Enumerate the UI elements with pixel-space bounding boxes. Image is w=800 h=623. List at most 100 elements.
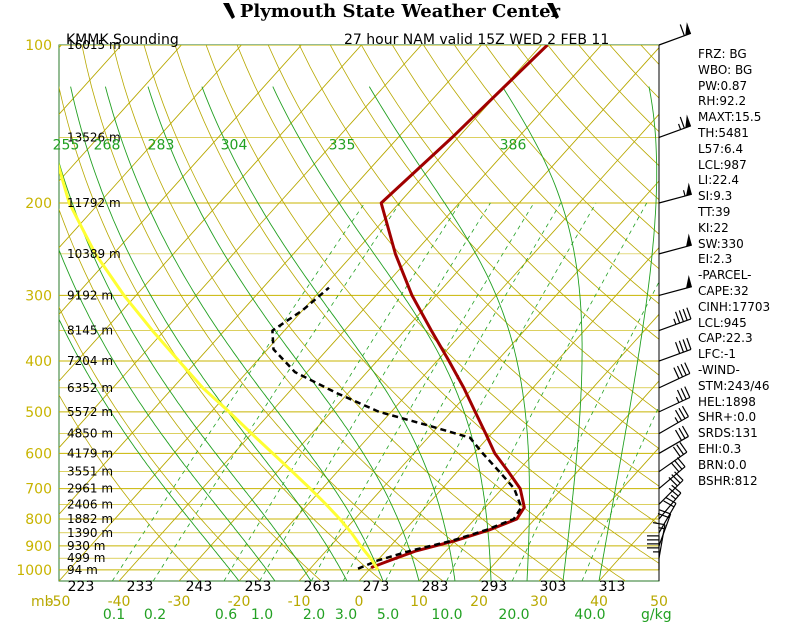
pressure-tick-label: 900	[25, 539, 52, 555]
isotherm-line	[358, 246, 659, 581]
temperature-tick-label: 20	[470, 594, 488, 610]
mixing-ratio-label: 20.0	[498, 607, 529, 623]
isotherm-line	[59, 45, 302, 316]
moist-adiabat-line	[272, 86, 492, 581]
temperature-tick-label: -40	[108, 594, 131, 610]
isotherm-line	[538, 446, 659, 581]
wind-barb	[658, 362, 691, 389]
mixing-ratio-label: 1.0	[251, 607, 273, 623]
pressure-tick-label: 300	[25, 288, 52, 304]
dry-adiabat-line	[361, 45, 659, 376]
isotherm-line	[0, 45, 1, 581]
index-item: EHI:0.3	[698, 441, 742, 456]
dry-adiabat-line	[59, 208, 322, 581]
index-item: SHR+:0.0	[698, 410, 757, 425]
theta-e-label: 268	[94, 137, 121, 153]
mixing-ratio-line	[511, 281, 659, 581]
temperature-tick-label: 10	[410, 594, 428, 610]
mixing-ratio-line	[385, 202, 597, 581]
pressure-tick-label: 800	[25, 512, 52, 528]
mixing-ratio-label: 40.0	[574, 607, 605, 623]
moist-adiabat-line	[598, 86, 658, 581]
mixing-ratio-label: 2.0	[303, 607, 325, 623]
height-label: 5572 m	[67, 405, 113, 419]
dry-adiabat-line	[423, 45, 659, 305]
index-item: SRDS:131	[698, 426, 758, 441]
index-item: LCL:987	[698, 157, 747, 172]
isotherm-line	[118, 45, 602, 581]
pressure-tick-label: 200	[25, 196, 52, 212]
height-label: 11792 m	[67, 196, 121, 210]
wind-barb	[658, 337, 692, 362]
temperature-tick-label: 40	[590, 594, 608, 610]
index-item: HEL:1898	[698, 394, 756, 409]
wind-barbs	[647, 22, 692, 581]
temperature-tick-label: 50	[650, 594, 668, 610]
moist-adiabat-line	[59, 248, 276, 581]
temperature-tick-label: 30	[530, 594, 548, 610]
index-item: LCL:945	[698, 315, 747, 330]
index-item: BRN:0.0	[698, 457, 747, 472]
height-label: 4179 m	[67, 446, 113, 460]
height-label: 10389 m	[67, 247, 121, 261]
index-item: LFC:-1	[698, 347, 736, 362]
height-label: 499 m	[67, 551, 105, 565]
theta-label: 303	[540, 579, 567, 595]
page-title: Plymouth State Weather Center	[239, 1, 561, 22]
mixing-ratio-line	[223, 202, 461, 581]
theta-label: 263	[304, 579, 331, 595]
theta-label: 293	[481, 579, 508, 595]
theta-e-label: 304	[221, 137, 248, 153]
index-item: TH:5481	[698, 125, 749, 140]
mixing-ratio-unit: g/kg	[641, 607, 672, 623]
mixing-ratio-label: 5.0	[377, 607, 399, 623]
mixing-ratio-line	[310, 202, 535, 581]
height-label: 94 m	[67, 563, 98, 577]
wind-barb	[658, 457, 686, 490]
index-item: -WIND-	[698, 362, 740, 377]
height-label: 8145 m	[67, 324, 113, 338]
theta-label: 253	[245, 579, 272, 595]
index-item: KI:22	[698, 220, 729, 235]
height-label: 9192 m	[67, 288, 113, 302]
chart-title-left: KMMK Sounding	[66, 32, 179, 48]
dry-adiabat-line	[205, 45, 659, 564]
theta-e-label: 386	[500, 137, 527, 153]
height-label: 6352 m	[67, 381, 113, 395]
wind-barb	[652, 522, 666, 559]
pressure-tick-label: 400	[25, 354, 52, 370]
index-item: -PARCEL-	[698, 268, 752, 283]
theta-e-label: 283	[148, 137, 175, 153]
wind-flag-left-icon	[223, 3, 235, 19]
temperature-trace	[370, 45, 549, 570]
index-item: RH:92.2	[698, 94, 747, 109]
axis-labels: KMMK Sounding 27 hour NAM valid 15Z WED …	[16, 32, 671, 623]
temperature-tick-label: -20	[228, 594, 251, 610]
index-item: BSHR:812	[698, 473, 758, 488]
height-label: 16015 m	[67, 38, 121, 52]
wind-barb	[658, 182, 692, 204]
theta-label: 233	[127, 579, 154, 595]
wind-barb	[658, 22, 692, 46]
theta-label: 273	[363, 579, 390, 595]
stability-indices-panel: FRZ: BG WBO: BG PW:0.87 RH:92.2 MAXT:15.5 TH:…	[698, 47, 798, 489]
pressure-unit-label: mb	[31, 594, 54, 610]
mixing-ratio-line	[111, 202, 366, 581]
index-item: EI:2.3	[698, 252, 733, 267]
index-item: MAXT:15.5	[698, 110, 762, 125]
pressure-tick-label: 500	[25, 405, 52, 421]
theta-e-label: 335	[329, 137, 356, 153]
wind-barb	[647, 535, 660, 570]
dry-adiabat-line	[143, 45, 565, 581]
dry-adiabat-line	[329, 45, 659, 413]
wind-flag-right-icon	[547, 3, 559, 19]
parcel-trace	[59, 162, 380, 571]
mixing-ratio-label: 3.0	[335, 607, 357, 623]
dry-adiabat-line	[59, 85, 383, 581]
dry-adiabat-line	[81, 45, 444, 581]
wind-barb	[658, 275, 692, 297]
temperature-tick-label: -10	[288, 594, 311, 610]
dry-adiabat-line	[392, 45, 659, 340]
